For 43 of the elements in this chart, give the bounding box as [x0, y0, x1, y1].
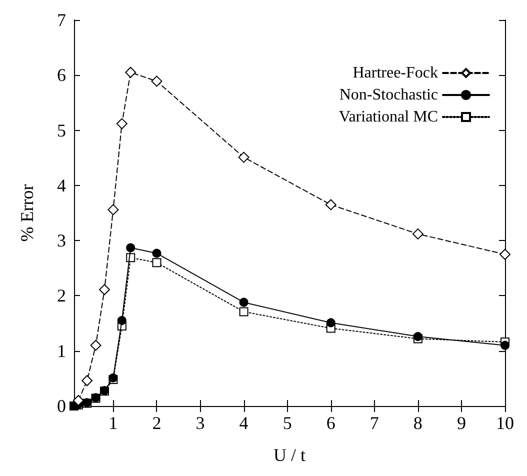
point — [500, 340, 510, 350]
point — [90, 340, 102, 351]
point — [98, 284, 110, 296]
y-tick-label: 7 — [57, 10, 66, 30]
y-tick-label: 3 — [57, 230, 66, 251]
legend-label: Non-Stochastic — [339, 86, 438, 104]
y-axis-title: % Error — [17, 184, 37, 242]
point — [500, 248, 510, 260]
point — [152, 258, 162, 268]
y-tick-label: 6 — [57, 65, 66, 86]
y-tick-label: 0 — [57, 396, 66, 416]
x-tick-label: 4 — [239, 413, 248, 433]
point — [152, 248, 162, 258]
y-tick-label: 5 — [57, 120, 66, 140]
point — [412, 228, 424, 240]
x-tick-label: 3 — [196, 413, 205, 433]
x-tick-label: 10 — [496, 413, 514, 433]
x-tick-label: 1 — [108, 413, 118, 433]
point — [239, 298, 248, 307]
point — [126, 243, 136, 252]
x-tick-label: 8 — [413, 413, 422, 433]
y-tick-label: 2 — [57, 286, 66, 306]
x-axis-title: U / t — [273, 445, 306, 465]
x-tick-label: 2 — [152, 413, 162, 433]
point — [151, 76, 162, 87]
point — [125, 66, 136, 78]
x-tick-label: 5 — [282, 413, 292, 433]
point — [116, 118, 128, 130]
x-tick-label: 7 — [370, 413, 379, 433]
point — [326, 318, 336, 328]
point — [82, 375, 93, 386]
legend-label: Hartree-Fock — [352, 64, 438, 82]
y-tick-label: 4 — [57, 175, 66, 196]
legend-label: Variational MC — [338, 108, 438, 126]
point — [108, 204, 119, 216]
point — [239, 307, 248, 316]
point — [325, 199, 336, 210]
point — [72, 394, 84, 406]
x-tick-label: 6 — [326, 413, 336, 433]
point — [238, 152, 250, 163]
y-tick-label: 1 — [57, 340, 66, 361]
x-tick-label: 9 — [456, 413, 466, 433]
point — [117, 316, 126, 326]
